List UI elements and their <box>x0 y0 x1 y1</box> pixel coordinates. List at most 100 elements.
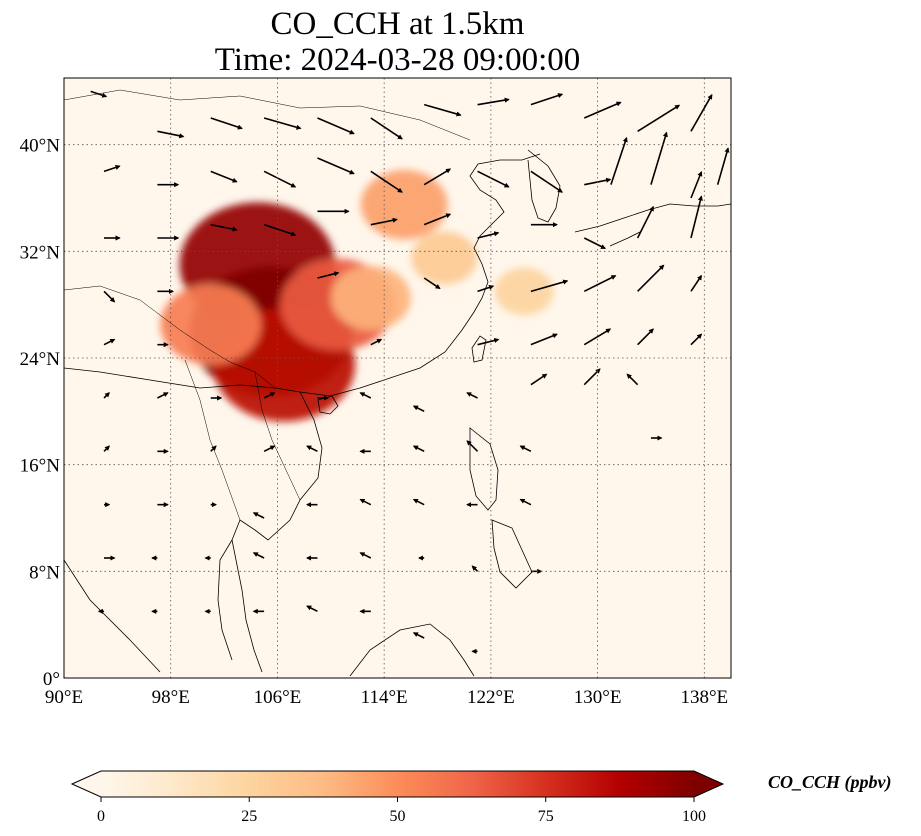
coastline-korea <box>527 149 561 223</box>
lat-tick-label: 40°N <box>20 136 61 157</box>
wind-arrow <box>359 392 372 399</box>
wind-arrow <box>583 328 612 346</box>
wind-arrow <box>103 338 116 346</box>
wind-arrow <box>370 117 403 140</box>
coastline-borneo <box>349 623 475 677</box>
wind-arrow <box>317 117 355 135</box>
wind-arrow <box>103 392 110 399</box>
wind-vectors <box>90 90 730 654</box>
wind-arrow <box>530 170 563 193</box>
wind-arrow <box>530 333 558 346</box>
wind-arrow <box>637 104 681 133</box>
wind-arrow <box>423 213 452 226</box>
colorbar-gradient <box>101 771 694 797</box>
wind-arrow <box>423 168 452 186</box>
wind-arrow <box>306 445 318 453</box>
co-plume-core-6 <box>360 169 448 240</box>
wind-arrow <box>263 170 297 188</box>
wind-arrow <box>637 328 654 346</box>
colorbar-ticks: 0 25 50 75 100 <box>97 797 706 825</box>
chart-title-line1: CO_CCH at 1.5km <box>270 6 525 42</box>
wind-arrow <box>626 373 639 386</box>
wind-arrow <box>583 101 622 119</box>
latitude-tick-labels: 0° 8°N 16°N 24°N 32°N 40°N <box>20 136 61 690</box>
wind-arrow <box>412 632 425 639</box>
wind-arrow <box>466 440 479 452</box>
wind-arrow <box>210 170 238 183</box>
coastline-malay-peninsula <box>217 539 233 661</box>
wind-arrow <box>263 223 297 237</box>
wind-arrow <box>477 170 510 188</box>
wind-arrow <box>637 264 665 292</box>
wind-arrow <box>103 164 121 173</box>
wind-arrow <box>370 170 403 193</box>
graticule <box>64 78 731 678</box>
wind-arrow <box>690 333 703 346</box>
wind-arrow <box>263 445 276 453</box>
wind-arrow <box>317 157 355 175</box>
wind-arrow <box>370 338 383 346</box>
lon-tick-label: 98°E <box>152 687 190 708</box>
wind-arrow <box>412 498 425 506</box>
coastline-philippines-luzon <box>469 427 499 511</box>
longitude-tick-labels: 90°E 98°E 106°E 114°E 122°E 130°E 138°E <box>45 687 728 708</box>
wind-arrow <box>610 136 628 185</box>
wind-arrow <box>519 498 532 506</box>
co-plume-core-7 <box>411 231 478 285</box>
co-plume-core-8 <box>494 267 554 316</box>
colorbar-label: CO_CCH (ppbv) <box>768 772 892 793</box>
wind-arrow <box>210 117 243 130</box>
wind-arrow <box>530 93 564 106</box>
colorbar-extend-min <box>72 771 101 797</box>
wind-arrow <box>306 605 318 613</box>
wind-arrow <box>519 445 532 453</box>
wind-arrow <box>210 223 238 232</box>
wind-arrow <box>477 97 510 106</box>
lon-tick-label: 138°E <box>680 687 728 708</box>
wind-arrow <box>103 445 110 452</box>
wind-arrow <box>412 445 425 453</box>
co-plume-core-4 <box>160 284 262 365</box>
wind-arrow <box>690 274 703 292</box>
wind-arrow <box>466 392 478 399</box>
colorbar-tick-label: 75 <box>538 808 554 825</box>
coastline-taiwan <box>471 335 487 363</box>
coastline-philippines-south <box>491 519 533 589</box>
lat-tick-label: 24°N <box>20 349 61 370</box>
wind-arrow <box>423 277 441 290</box>
wind-arrow <box>477 284 495 293</box>
wind-arrow <box>530 373 548 386</box>
coastline-japan <box>574 203 731 247</box>
wind-arrow <box>263 117 302 130</box>
lon-tick-label: 106°E <box>254 687 302 708</box>
coastline-sumatra <box>64 559 161 673</box>
lat-tick-label: 0° <box>43 669 60 690</box>
coastline-hainan <box>317 395 339 415</box>
wind-arrow <box>650 131 668 185</box>
wind-arrow <box>690 195 703 239</box>
wind-arrow <box>157 130 185 139</box>
lat-tick-label: 8°N <box>29 562 60 583</box>
wind-arrow <box>690 171 703 199</box>
wind-arrow <box>359 552 372 559</box>
wind-arrow <box>263 392 276 399</box>
wind-arrow <box>412 405 425 413</box>
coastline-indochina <box>231 391 323 673</box>
colorbar: 0 25 50 75 100 CO_CCH (ppbv) <box>70 770 892 825</box>
colorbar-tick-label: 50 <box>390 808 406 825</box>
wind-arrow <box>210 445 217 452</box>
wind-arrow <box>690 94 713 132</box>
wind-arrow <box>636 205 654 239</box>
co-plume-core-5 <box>330 266 411 330</box>
wind-arrow <box>423 103 462 117</box>
wind-arrow <box>157 392 169 399</box>
colorbar-tick-label: 100 <box>682 808 706 825</box>
co-concentration-field <box>160 169 554 422</box>
wind-arrow <box>90 90 108 98</box>
wind-arrow <box>530 279 569 293</box>
lon-tick-label: 90°E <box>45 687 83 708</box>
wind-arrow <box>252 512 265 519</box>
chart-title-line2: Time: 2024-03-28 09:00:00 <box>214 42 581 78</box>
wind-arrow <box>359 498 372 506</box>
